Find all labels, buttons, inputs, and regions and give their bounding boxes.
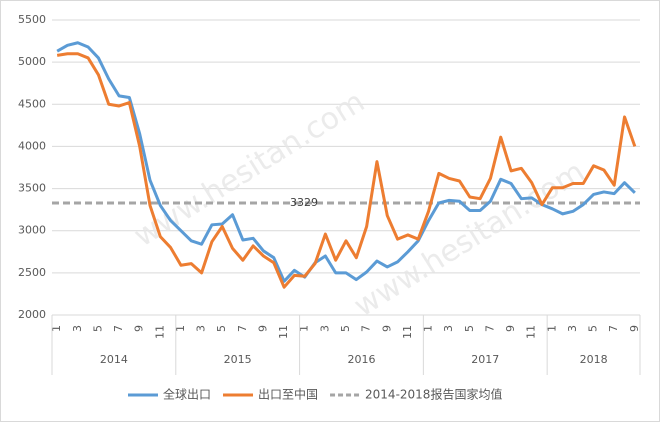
x-tick-label: 7: [112, 325, 125, 332]
group-label: 2016: [347, 353, 375, 366]
x-tick-label: 5: [587, 325, 600, 332]
series-line: [56, 52, 637, 289]
x-tick-label: 1: [298, 325, 311, 332]
x-tick-label: 9: [628, 325, 641, 332]
x-tick-label: 3: [566, 325, 579, 332]
x-tick-label: 9: [504, 325, 517, 332]
x-tick-label: 5: [91, 325, 104, 332]
x-tick-label: 3: [71, 325, 84, 332]
x-tick-label: 9: [133, 325, 146, 332]
x-tick-label: 3: [442, 325, 455, 332]
group-label: 2015: [224, 353, 252, 366]
y-tick-label: 4500: [18, 97, 46, 110]
x-tick-label: 7: [483, 325, 496, 332]
x-tick-label: 1: [174, 325, 187, 332]
reference-label: 3329: [290, 196, 318, 209]
x-tick-label: 1: [545, 325, 558, 332]
x-tick-label: 11: [277, 325, 290, 339]
series-line: [56, 41, 636, 283]
x-tick-label: 11: [525, 325, 538, 339]
group-label: 2017: [471, 353, 499, 366]
x-tick-label: 9: [380, 325, 393, 332]
x-tick-label: 7: [236, 325, 249, 332]
legend-label: 全球出口: [163, 387, 211, 402]
group-label: 2014: [100, 353, 128, 366]
x-tick-label: 3: [318, 325, 331, 332]
x-tick-label: 3: [195, 325, 208, 332]
y-tick-label: 4000: [18, 139, 46, 152]
x-tick-label: 1: [50, 325, 63, 332]
x-tick-label: 7: [607, 325, 620, 332]
y-tick-label: 5000: [18, 55, 46, 68]
y-tick-label: 3000: [18, 224, 46, 237]
y-tick-label: 3500: [18, 182, 46, 195]
x-tick-label: 5: [339, 325, 352, 332]
legend-label: 出口至中国: [258, 387, 318, 402]
x-tick-label: 5: [215, 325, 228, 332]
y-tick-label: 2000: [18, 308, 46, 321]
y-tick-label: 2500: [18, 266, 46, 279]
y-tick-label: 5500: [18, 13, 46, 26]
x-tick-label: 11: [401, 325, 414, 339]
x-tick-label: 7: [360, 325, 373, 332]
legend-label: 2014-2018报告国家均值: [365, 387, 502, 402]
x-tick-label: 1: [422, 325, 435, 332]
group-label: 2018: [580, 353, 608, 366]
x-tick-label: 9: [256, 325, 269, 332]
x-tick-label: 5: [463, 325, 476, 332]
x-tick-label: 11: [153, 325, 166, 339]
